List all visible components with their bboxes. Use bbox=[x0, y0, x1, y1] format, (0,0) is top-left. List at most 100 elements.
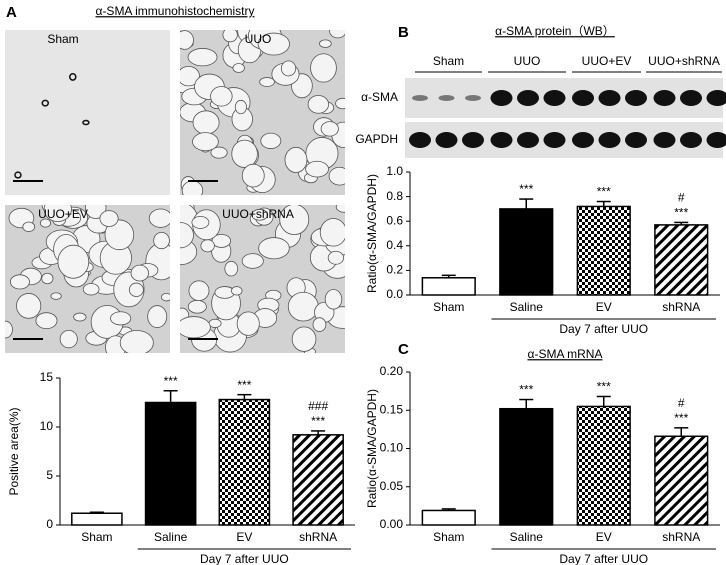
x-tick-label: shRNA bbox=[662, 530, 700, 544]
adipocyte bbox=[305, 160, 329, 178]
y-tick-label: 0.00 bbox=[380, 517, 404, 531]
significance: # bbox=[678, 191, 685, 205]
tissue bbox=[180, 30, 345, 195]
y-tick-label: 1.0 bbox=[386, 164, 403, 178]
group-label: Day 7 after UUO bbox=[559, 552, 648, 565]
band bbox=[462, 132, 484, 148]
adipocyte bbox=[187, 48, 218, 67]
y-tick-label: 0.05 bbox=[380, 479, 404, 493]
bar bbox=[218, 398, 271, 526]
adipocyte bbox=[43, 205, 72, 222]
row-label: α-SMA bbox=[361, 90, 398, 104]
band bbox=[598, 132, 621, 148]
x-tick-label: EV bbox=[236, 530, 252, 544]
significance: *** bbox=[164, 374, 178, 388]
bar bbox=[421, 509, 476, 526]
adipocyte bbox=[210, 86, 233, 107]
chart-title: α-SMA mRNA bbox=[528, 347, 603, 361]
adipocyte bbox=[187, 299, 207, 314]
adipocyte bbox=[259, 77, 275, 87]
adipocyte bbox=[180, 316, 211, 339]
adipocyte bbox=[147, 305, 168, 328]
adipocyte bbox=[320, 121, 339, 137]
panel-title: α-SMA immunohistochemistry bbox=[96, 4, 255, 18]
band bbox=[653, 132, 676, 148]
significance: *** bbox=[237, 378, 251, 392]
y-tick-label: 0.20 bbox=[380, 364, 404, 378]
adipocyte bbox=[279, 205, 310, 236]
panel-title: α-SMA protein（WB） bbox=[495, 24, 615, 38]
y-axis-label: Ratio(α-SMA/GAPDH) bbox=[365, 389, 379, 508]
adipocyte bbox=[148, 208, 170, 228]
x-tick-label: shRNA bbox=[662, 300, 700, 314]
adipocyte bbox=[241, 163, 265, 188]
y-tick-label: 10 bbox=[40, 419, 54, 433]
image-label: Sham bbox=[47, 32, 78, 46]
band bbox=[625, 132, 647, 148]
adipocyte bbox=[319, 39, 332, 48]
adipocyte bbox=[16, 293, 42, 319]
bar bbox=[144, 401, 197, 526]
adipocyte bbox=[192, 132, 219, 152]
band bbox=[572, 90, 594, 106]
bar bbox=[71, 512, 123, 526]
y-tick-label: 0.15 bbox=[380, 402, 404, 416]
band bbox=[435, 132, 458, 148]
adipocyte bbox=[241, 253, 264, 269]
y-tick-label: 0.4 bbox=[386, 238, 403, 252]
x-tick-label: Saline bbox=[510, 300, 544, 314]
significance: *** bbox=[597, 185, 611, 199]
significance: *** bbox=[311, 414, 325, 428]
adipocyte bbox=[224, 260, 239, 277]
adipocyte bbox=[119, 330, 154, 353]
significance: ### bbox=[308, 399, 328, 413]
adipocyte bbox=[222, 30, 238, 43]
adipocyte bbox=[329, 30, 345, 39]
adipocyte bbox=[181, 180, 204, 195]
band bbox=[490, 132, 513, 148]
adipocyte bbox=[180, 65, 200, 87]
adipocyte bbox=[280, 60, 297, 77]
tissue bbox=[5, 205, 170, 353]
band bbox=[572, 132, 594, 148]
y-tick-label: 0.6 bbox=[386, 213, 403, 227]
image-label: UUO+EV bbox=[38, 207, 88, 221]
tissue bbox=[14, 72, 90, 179]
band bbox=[653, 90, 676, 106]
adipocyte bbox=[291, 326, 317, 352]
band bbox=[543, 132, 566, 148]
image-label: UUO+shRNA bbox=[222, 207, 294, 221]
adipocyte bbox=[50, 292, 62, 300]
panel-label: B bbox=[398, 24, 409, 41]
adipocyte bbox=[260, 132, 282, 149]
band bbox=[438, 95, 455, 101]
significance: *** bbox=[674, 411, 688, 425]
adipocyte bbox=[307, 95, 330, 114]
group-label: Day 7 after UUO bbox=[200, 552, 289, 565]
y-tick-label: 0.2 bbox=[386, 263, 403, 277]
x-tick-label: Saline bbox=[154, 530, 188, 544]
adipocyte bbox=[287, 291, 319, 322]
row-label: GAPDH bbox=[355, 132, 398, 146]
bar bbox=[654, 435, 709, 526]
adipocyte bbox=[192, 110, 220, 135]
significance: *** bbox=[597, 380, 611, 394]
band bbox=[517, 132, 539, 148]
y-tick-label: 0.0 bbox=[386, 287, 403, 301]
adipocyte bbox=[59, 329, 78, 349]
y-axis-label: Ratio(α-SMA/GAPDH) bbox=[365, 174, 379, 293]
adipocyte bbox=[335, 205, 345, 213]
group-label: UUO+EV bbox=[582, 54, 632, 68]
adipocyte bbox=[191, 215, 210, 229]
adipocyte bbox=[39, 218, 52, 228]
bar bbox=[421, 277, 476, 296]
bar bbox=[499, 407, 554, 526]
adipocyte bbox=[310, 53, 337, 83]
adipocyte bbox=[9, 274, 30, 290]
group-label: Day 7 after UUO bbox=[559, 322, 648, 336]
x-tick-label: Sham bbox=[81, 530, 112, 544]
significance: # bbox=[678, 396, 685, 410]
tissue bbox=[180, 205, 345, 353]
adipocyte bbox=[232, 63, 245, 73]
